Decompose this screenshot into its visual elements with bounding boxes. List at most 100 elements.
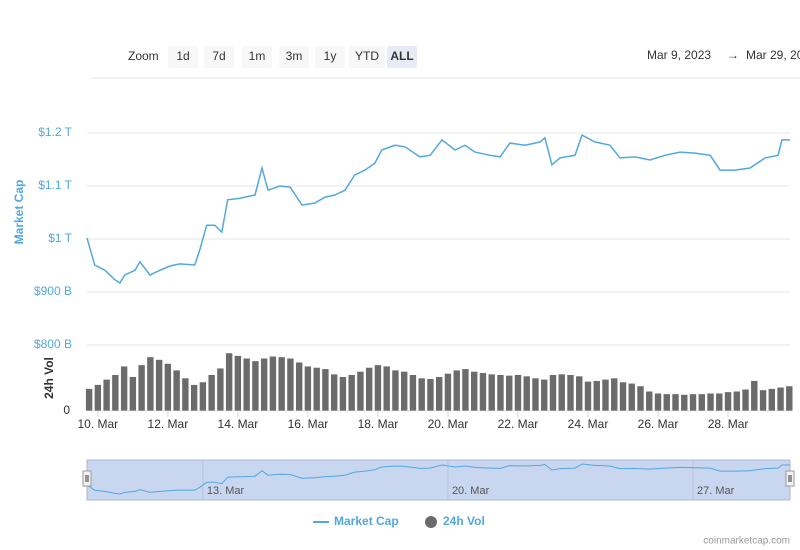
volume-bar	[312, 367, 321, 412]
y-tick-label: $900 B	[34, 284, 72, 298]
range-from: Mar 9, 2023	[647, 48, 711, 62]
volume-bar	[680, 394, 689, 412]
zoom-button[interactable]	[349, 46, 385, 68]
volume-bar	[242, 357, 251, 412]
volume-bar	[181, 377, 190, 412]
volume-bar	[610, 377, 619, 412]
volume-bar	[304, 365, 312, 412]
volume-bar	[785, 385, 794, 412]
volume-bar	[102, 379, 111, 412]
y-axis-title: Market Cap	[12, 180, 26, 245]
volume-bar	[627, 382, 636, 412]
x-tick-label: 24. Mar	[568, 417, 609, 431]
zoom-button[interactable]	[315, 46, 345, 68]
volume-bar	[645, 390, 654, 412]
volume-bar	[592, 380, 601, 412]
x-tick-label: 22. Mar	[498, 417, 539, 431]
volume-bar	[540, 379, 549, 412]
volume-bar	[575, 375, 584, 412]
volume-bar	[382, 365, 391, 412]
volume-bar	[505, 375, 514, 412]
volume-bar	[461, 368, 470, 412]
volume-bar	[94, 384, 102, 412]
x-tick-label: 20. Mar	[428, 417, 469, 431]
volume-bar	[356, 371, 365, 412]
volume-bar	[277, 356, 286, 412]
y-tick-label: $800 B	[34, 337, 72, 351]
volume-bar	[391, 369, 400, 412]
volume-bar	[435, 376, 444, 412]
volume-bar	[417, 377, 426, 412]
volume-bar	[452, 369, 461, 412]
zoom-button[interactable]	[279, 46, 309, 68]
volume-bar	[706, 392, 715, 412]
legend-symbol[interactable]	[425, 516, 437, 528]
zoom-button[interactable]	[168, 46, 198, 68]
volume-bar	[566, 374, 575, 412]
volume-bar	[662, 393, 671, 412]
volume-bar	[487, 373, 496, 412]
volume-bar	[470, 371, 479, 412]
y-tick-label: $1.1 T	[38, 178, 72, 192]
navigator-tick-label: 13. Mar	[207, 485, 245, 497]
volume-bar	[584, 380, 592, 412]
volume-bar	[365, 367, 373, 412]
volume-bar	[190, 384, 198, 412]
volume-bar	[776, 386, 785, 412]
zoom-button[interactable]	[204, 46, 234, 68]
y-tick-label: $1.2 T	[38, 125, 72, 139]
zoom-button[interactable]	[387, 46, 417, 68]
zoom-button[interactable]	[242, 46, 272, 68]
volume-bar	[347, 374, 356, 412]
volume-bar	[172, 369, 181, 412]
zoom-button-label[interactable]: 1d	[176, 49, 189, 63]
volume-bar	[330, 373, 338, 412]
x-tick-label: 16. Mar	[288, 417, 329, 431]
volume-bar	[601, 379, 610, 412]
volume-bar	[260, 357, 268, 412]
x-tick-label: 26. Mar	[638, 417, 679, 431]
zoom-button-label[interactable]: ALL	[390, 49, 413, 63]
volume-bar	[251, 360, 260, 412]
zoom-button-label[interactable]: YTD	[355, 49, 379, 63]
y2-axis-title: 24h Vol	[42, 357, 56, 399]
volume-bar	[269, 355, 277, 412]
range-arrow: →	[727, 48, 739, 62]
x-tick-label: 18. Mar	[358, 417, 399, 431]
zoom-button-label[interactable]: 3m	[286, 49, 303, 63]
volume-bar	[689, 393, 697, 412]
volume-bar	[120, 365, 128, 412]
volume-bar	[426, 378, 435, 412]
volume-bar	[400, 371, 408, 412]
navigator-line	[86, 463, 790, 495]
legend-label[interactable]: 24h Vol	[443, 514, 485, 528]
volume-bar	[741, 388, 750, 412]
y-tick-label: $1 T	[48, 231, 72, 245]
legend-label[interactable]: Market Cap	[334, 514, 399, 528]
volume-bar	[732, 390, 741, 412]
volume-bar	[654, 392, 662, 412]
navigator-tick-label: 27. Mar	[697, 485, 735, 497]
volume-bar	[715, 392, 724, 412]
navigator-handle[interactable]	[785, 470, 795, 487]
zoom-button-label[interactable]: 7d	[212, 49, 225, 63]
zoom-label: Zoom	[128, 49, 159, 63]
x-tick-label: 28. Mar	[708, 417, 749, 431]
volume-bar	[199, 381, 207, 412]
volume-bar	[155, 359, 163, 412]
volume-bar	[671, 393, 680, 412]
volume-bar	[759, 389, 767, 412]
x-tick-label: 14. Mar	[218, 417, 259, 431]
x-tick-label: 12. Mar	[148, 417, 189, 431]
volume-bar	[549, 374, 557, 412]
volume-bar	[234, 355, 242, 412]
volume-bar	[697, 393, 706, 412]
volume-bar	[557, 373, 566, 412]
zoom-button-label[interactable]: 1m	[249, 49, 266, 63]
volume-bar	[164, 363, 172, 412]
navigator-handle[interactable]	[82, 470, 92, 487]
zoom-button-label[interactable]: 1y	[324, 49, 337, 63]
y2-tick-label: 0	[63, 403, 70, 417]
volume-bar	[531, 377, 540, 412]
volume-bar	[321, 368, 330, 412]
